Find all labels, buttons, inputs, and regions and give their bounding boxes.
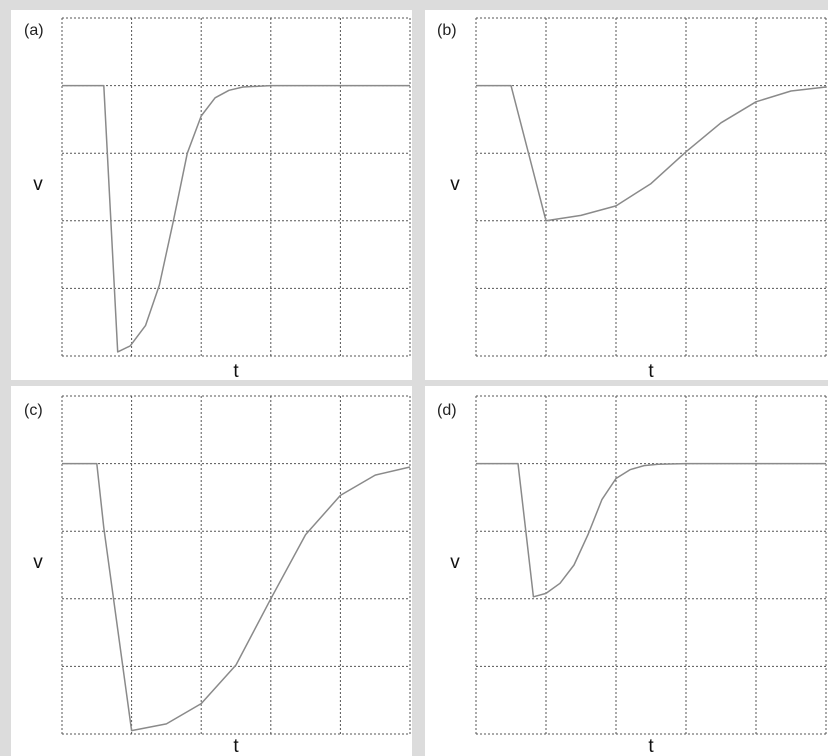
series-line (476, 84, 827, 222)
series-line (476, 462, 826, 598)
panel-background (11, 10, 412, 380)
y-axis-label: v (33, 174, 43, 195)
x-axis-label: t (648, 736, 654, 756)
y-axis-label: v (450, 174, 460, 195)
panel-3: (c) v t (11, 386, 412, 756)
panel-label: (a) (24, 22, 44, 39)
series-line (62, 84, 410, 353)
panel-4: (d) v t (425, 386, 828, 756)
panel-1: (a) v t (11, 10, 412, 382)
panel-label: (b) (437, 22, 457, 39)
x-axis-label: t (233, 736, 239, 756)
panel-label: (d) (437, 402, 457, 419)
panel-2: (b) v t (425, 10, 828, 382)
panel-background (425, 10, 828, 380)
panel-background (11, 386, 412, 756)
y-axis-label: v (450, 552, 460, 573)
panel-background (425, 386, 828, 756)
series-line (62, 462, 411, 732)
panel-label: (c) (24, 402, 43, 419)
x-axis-label: t (648, 361, 654, 382)
y-axis-label: v (33, 552, 43, 573)
x-axis-label: t (233, 361, 239, 382)
